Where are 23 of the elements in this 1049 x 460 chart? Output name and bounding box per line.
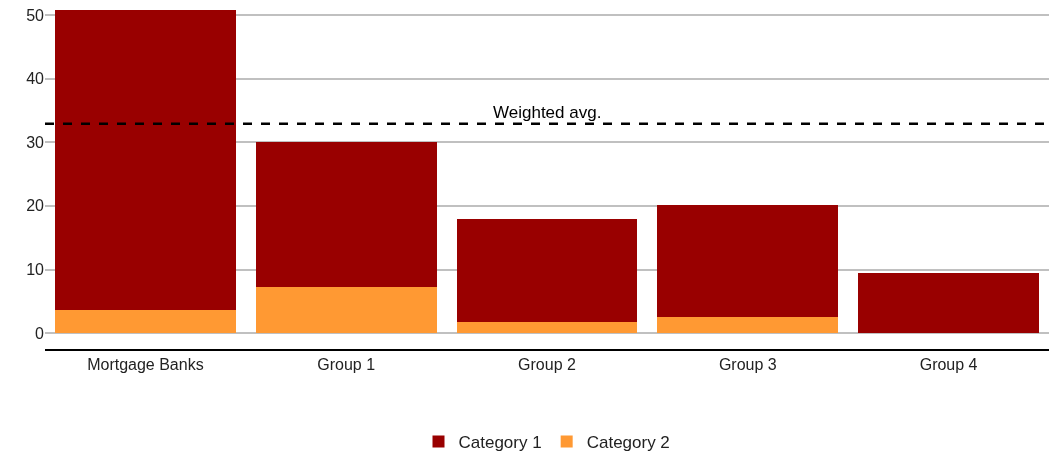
bar [456, 322, 638, 334]
y-tick-label: 10 [26, 261, 45, 279]
y-tick-label: 20 [26, 197, 45, 215]
bar [255, 286, 437, 334]
x-tick-label: Mortgage Banks [87, 356, 204, 374]
bar [657, 317, 839, 334]
y-tick-label: 40 [26, 70, 45, 88]
x-tick-label: Group 2 [518, 356, 577, 374]
legend-label: Category 1 [458, 433, 542, 453]
bar [657, 205, 839, 318]
y-tick-label: 30 [26, 133, 45, 151]
bar [858, 273, 1039, 334]
bar [456, 219, 638, 323]
bar [55, 310, 236, 334]
y-tick-label: 50 [26, 6, 45, 24]
x-tick-label: Group 4 [919, 356, 978, 374]
bar [255, 141, 437, 287]
ref-line-label: Weighted avg. [493, 103, 602, 122]
legend-label: Category 2 [586, 433, 670, 453]
y-tick-label: 0 [35, 324, 45, 342]
x-tick-label: Group 1 [317, 356, 376, 374]
bar [55, 10, 236, 311]
x-tick-label: Group 3 [718, 356, 777, 374]
